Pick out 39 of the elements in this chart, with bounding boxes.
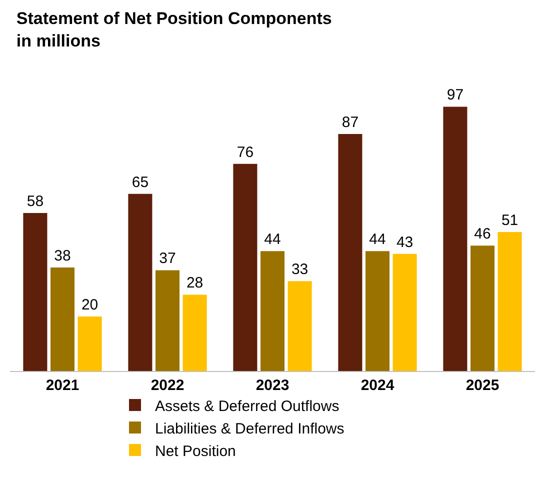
data-label: 28 (186, 274, 204, 292)
bar (23, 212, 48, 371)
bar (128, 194, 152, 371)
data-label: 43 (396, 234, 414, 251)
legend-label: Liabilities & Deferred Inflows (155, 420, 344, 438)
bar (470, 246, 495, 371)
bar (50, 267, 75, 371)
bar (392, 254, 417, 371)
bar (365, 251, 390, 371)
legend-label: Net Position (155, 442, 236, 460)
bar (155, 270, 180, 371)
data-label: 44 (264, 231, 281, 248)
data-label: 76 (236, 144, 254, 161)
data-label: 37 (159, 250, 176, 268)
bar (443, 106, 468, 371)
data-label: 44 (369, 231, 386, 248)
x-tick-label: 2023 (256, 377, 290, 394)
bar (78, 316, 102, 371)
x-tick-label: 2025 (466, 377, 500, 394)
data-label: 65 (132, 174, 149, 191)
bar (182, 294, 207, 371)
bar (288, 281, 312, 371)
x-tick-label: 2024 (360, 377, 395, 394)
bar (498, 232, 522, 371)
data-label: 20 (81, 296, 98, 314)
bar (260, 251, 285, 371)
bar (233, 164, 258, 371)
data-label: 58 (26, 192, 44, 210)
data-label: 33 (291, 261, 308, 278)
x-tick-label: 2022 (150, 377, 184, 394)
bar (338, 134, 362, 371)
chart-title: Statement of Net Position Components in millions (16, 9, 332, 50)
data-label: 38 (54, 247, 71, 264)
legend-label: Assets & Deferred Outflows (155, 398, 340, 415)
data-label: 46 (474, 226, 491, 243)
data-label: 51 (501, 212, 518, 230)
data-label: 87 (342, 114, 359, 131)
x-tick-label: 2021 (46, 377, 80, 394)
data-label: 97 (446, 86, 464, 104)
